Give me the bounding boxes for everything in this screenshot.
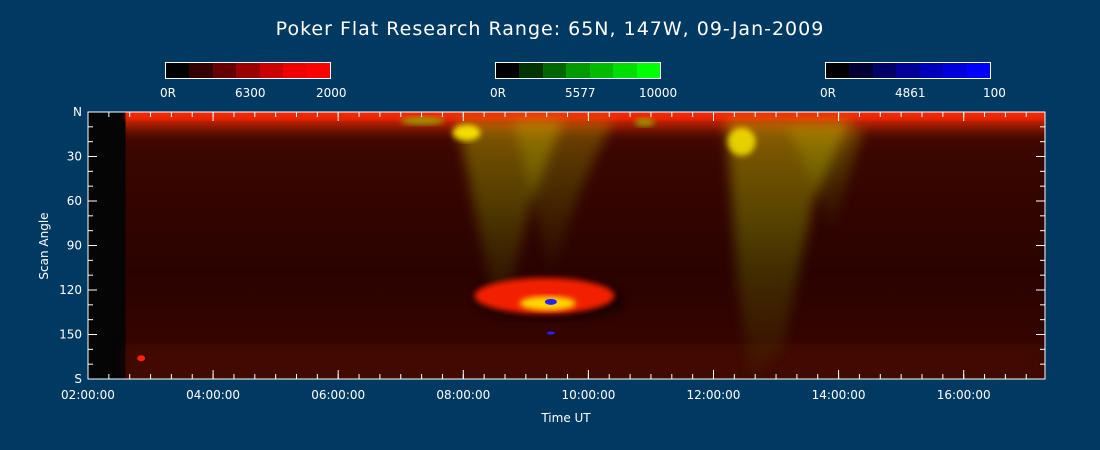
y-tick-label: 120 — [59, 283, 82, 297]
colorbar-6300-swatch-0 — [166, 63, 190, 78]
x-axis-label: Time UT — [540, 411, 591, 425]
colorbar-5577-swatch-4 — [589, 63, 614, 78]
colorbar-4861-swatch-0 — [826, 63, 850, 78]
moon-red-glare — [474, 277, 615, 314]
colorbar-4861 — [825, 62, 991, 79]
colorbar-5577-swatch-1 — [519, 63, 543, 78]
colorbar-6300-swatch-3 — [236, 63, 260, 78]
colorbar-5577 — [495, 62, 661, 79]
x-tick-label: 16:00:00 — [937, 388, 991, 402]
x-tick-label: 14:00:00 — [812, 388, 866, 402]
bright-spot-0805 — [452, 124, 481, 141]
y-tick-label: 150 — [59, 328, 82, 342]
colorbar-4861-min-label: 0R — [820, 86, 836, 100]
moon-blue-dot — [546, 331, 555, 335]
colorbar-4861-swatch-4 — [919, 63, 944, 78]
colorbar-5577-swatch-6 — [636, 63, 660, 78]
x-tick-label: 12:00:00 — [687, 388, 741, 402]
colorbar-5577-swatch-3 — [566, 63, 590, 78]
colorbar-5577-max-label: 10000 — [639, 86, 678, 100]
green-spot-1100 — [634, 118, 655, 127]
colorbar-4861-swatch-6 — [966, 63, 990, 78]
colorbar-5577-mid-label: 5577 — [565, 86, 596, 100]
colorbar-6300-swatch-2 — [212, 63, 237, 78]
colorbar-5577-swatch-5 — [613, 63, 637, 78]
colorbar-4861-labels: 0R 4861 100 — [820, 86, 1020, 102]
colorbar-6300-swatch-6 — [306, 63, 330, 78]
x-tick-label: 10:00:00 — [561, 388, 615, 402]
colorbar-5577-min-label: 0R — [490, 86, 506, 100]
colorbar-5577-labels: 0R 5577 10000 — [490, 86, 690, 102]
colorbar-4861-max-label: 100 — [983, 86, 1006, 100]
colorbar-4861-swatch-2 — [872, 63, 897, 78]
y-tick-label: 60 — [67, 194, 82, 208]
x-tick-label: 02:00:00 — [61, 388, 115, 402]
colorbar-6300-swatch-1 — [189, 63, 213, 78]
green-spot-0730 — [400, 116, 445, 125]
colorbar-6300-labels: 0R 6300 2000 — [160, 86, 360, 102]
red-spot-0250 — [137, 355, 146, 362]
x-tick-label: 04:00:00 — [186, 388, 240, 402]
colorbar-5577-swatch-2 — [542, 63, 567, 78]
aurora-column-1330 — [788, 126, 864, 231]
aurora-column-0900 — [513, 119, 614, 276]
chart-title: Poker Flat Research Range: 65N, 147W, 09… — [275, 18, 825, 40]
y-tick-label: N — [73, 105, 82, 119]
y-tick-label: S — [74, 372, 82, 386]
bright-spot-1230 — [727, 127, 756, 156]
colorbar-6300-max-label: 2000 — [316, 86, 347, 100]
colorbar-5577-swatch-0 — [496, 63, 520, 78]
colorbar-6300 — [165, 62, 331, 79]
keogram-image — [88, 112, 1045, 379]
colorbar-4861-swatch-3 — [896, 63, 920, 78]
colorbar-4861-swatch-5 — [943, 63, 967, 78]
colorbar-6300-mid-label: 6300 — [235, 86, 266, 100]
x-tick-label: 06:00:00 — [311, 388, 365, 402]
colorbar-6300-min-label: 0R — [160, 86, 176, 100]
moon-blue-center — [544, 298, 557, 305]
y-tick-label: 90 — [67, 239, 82, 253]
colorbar-4861-mid-label: 4861 — [895, 86, 926, 100]
y-tick-label: 30 — [67, 150, 82, 164]
x-tick-label: 08:00:00 — [436, 388, 490, 402]
red-south-glow — [125, 344, 1045, 379]
colorbar-6300-swatch-5 — [283, 63, 307, 78]
y-axis-label: Scan Angle — [37, 212, 51, 279]
colorbar-6300-swatch-4 — [259, 63, 284, 78]
red-horizon-glow — [125, 114, 1045, 120]
colorbar-4861-swatch-1 — [849, 63, 873, 78]
